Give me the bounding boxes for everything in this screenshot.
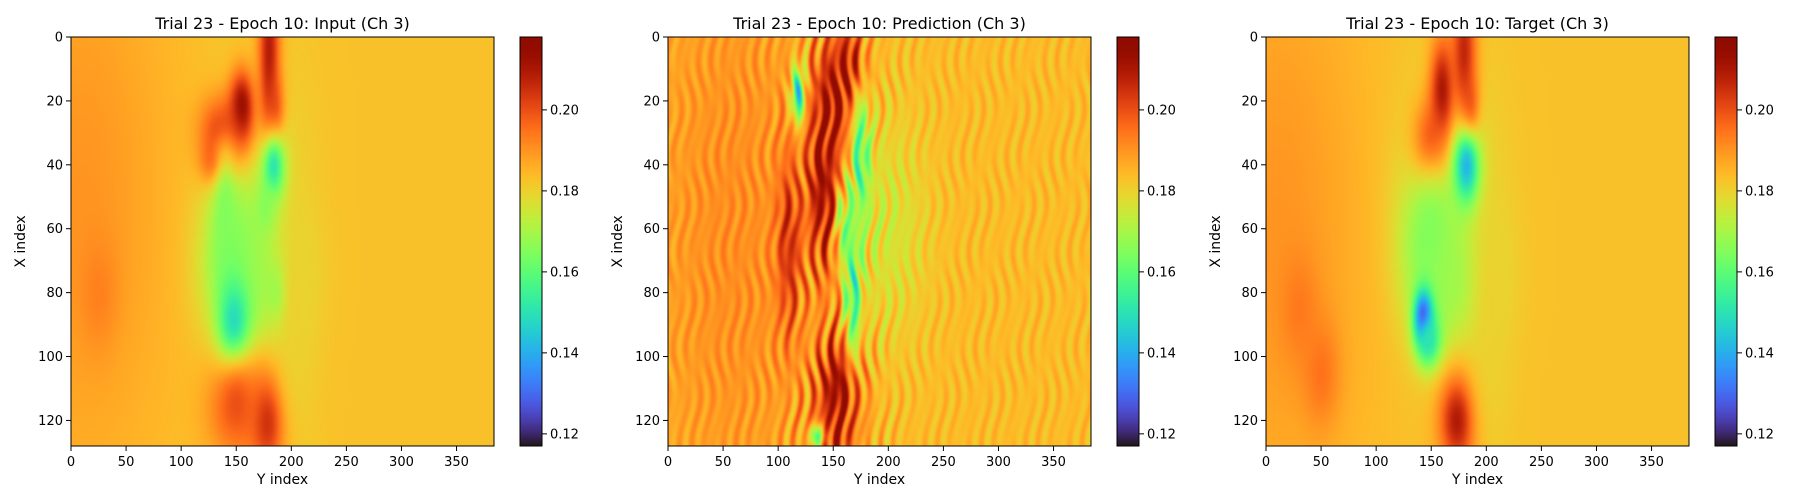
y-tick-label: 40 — [46, 158, 63, 173]
y-tick-label: 80 — [643, 286, 660, 301]
x-axis-ticks: 0 50 100 150 200 250 300 350 — [664, 446, 1066, 470]
x-tick-label: 300 — [986, 455, 1011, 470]
x-tick-label: 0 — [664, 455, 672, 470]
colorbar-tick-label: 0.18 — [550, 184, 579, 199]
x-tick-label: 150 — [224, 455, 249, 470]
colorbar-tick-label: 0.14 — [550, 346, 579, 361]
panel-title: Trial 23 - Epoch 10: Prediction (Ch 3) — [732, 14, 1026, 33]
y-tick-label: 120 — [38, 414, 63, 429]
x-tick-label: 100 — [1364, 455, 1389, 470]
y-tick-label: 20 — [46, 94, 63, 109]
colorbar-ticks: 0.12 0.14 0.16 0.18 0.20 — [1139, 103, 1176, 442]
heatmap-image — [667, 36, 1092, 447]
panel-title: Trial 23 - Epoch 10: Input (Ch 3) — [154, 14, 410, 33]
y-tick-label: 60 — [643, 222, 660, 237]
x-axis-ticks: 0 50 100 150 200 250 300 350 — [1262, 446, 1664, 470]
y-axis-ticks: 0 20 40 60 80 100 120 — [635, 31, 668, 429]
x-tick-label: 250 — [1529, 455, 1554, 470]
colorbar-tick-label: 0.16 — [1147, 265, 1176, 280]
x-axis-label: Y index — [853, 472, 905, 488]
y-tick-label: 120 — [635, 414, 660, 429]
x-tick-label: 50 — [715, 455, 732, 470]
x-tick-label: 250 — [931, 455, 956, 470]
colorbar-tick-label: 0.12 — [1147, 427, 1176, 442]
heatmap-image — [1265, 36, 1690, 447]
y-tick-label: 100 — [38, 350, 63, 365]
y-axis-ticks: 0 20 40 60 80 100 120 — [1233, 31, 1266, 429]
x-tick-label: 350 — [444, 455, 469, 470]
y-tick-label: 80 — [1241, 286, 1258, 301]
x-tick-label: 150 — [821, 455, 846, 470]
y-axis-label: X index — [1208, 215, 1224, 267]
x-tick-label: 200 — [279, 455, 304, 470]
colorbar-tick-label: 0.20 — [1745, 103, 1774, 118]
y-tick-label: 0 — [55, 31, 63, 46]
colorbar-tick-label: 0.20 — [550, 103, 579, 118]
panel-title: Trial 23 - Epoch 10: Target (Ch 3) — [1345, 14, 1609, 33]
x-axis-label: Y index — [256, 472, 308, 488]
panel-prediction: Trial 23 - Epoch 10: Prediction (Ch 3) 0… — [610, 14, 1176, 488]
y-tick-label: 40 — [643, 158, 660, 173]
colorbar-tick-label: 0.18 — [1745, 184, 1774, 199]
y-tick-label: 60 — [1241, 222, 1258, 237]
y-tick-label: 20 — [1241, 94, 1258, 109]
colorbar-ticks: 0.12 0.14 0.16 0.18 0.20 — [542, 103, 579, 442]
colorbar: 0.12 0.14 0.16 0.18 0.20 — [1116, 36, 1176, 447]
colorbar: 0.12 0.14 0.16 0.18 0.20 — [1714, 36, 1774, 447]
colorbar-tick-label: 0.12 — [550, 427, 579, 442]
colorbar-tick-label: 0.18 — [1147, 184, 1176, 199]
y-axis-label: X index — [13, 215, 29, 267]
x-tick-label: 0 — [67, 455, 75, 470]
colorbar-tick-label: 0.16 — [1745, 265, 1774, 280]
x-tick-label: 0 — [1262, 455, 1270, 470]
x-tick-label: 50 — [1313, 455, 1330, 470]
colorbar-tick-label: 0.14 — [1745, 346, 1774, 361]
x-axis-ticks: 0 50 100 150 200 250 300 350 — [67, 446, 469, 470]
y-tick-label: 120 — [1233, 414, 1258, 429]
x-tick-label: 300 — [389, 455, 414, 470]
x-tick-label: 50 — [118, 455, 135, 470]
panel-target: Trial 23 - Epoch 10: Target (Ch 3) 0 50 10… — [1208, 14, 1774, 488]
y-tick-label: 40 — [1241, 158, 1258, 173]
x-tick-label: 100 — [169, 455, 194, 470]
x-tick-label: 100 — [766, 455, 791, 470]
y-axis-label: X index — [610, 215, 626, 267]
colorbar: 0.12 0.14 0.16 0.18 0.20 — [519, 36, 579, 447]
x-tick-label: 250 — [334, 455, 359, 470]
x-tick-label: 350 — [1639, 455, 1664, 470]
x-tick-label: 200 — [1474, 455, 1499, 470]
colorbar-tick-label: 0.12 — [1745, 427, 1774, 442]
y-tick-label: 60 — [46, 222, 63, 237]
colorbar-tick-label: 0.14 — [1147, 346, 1176, 361]
panel-input: Trial 23 - Epoch 10: Input (Ch 3) 0 50 100… — [13, 14, 579, 488]
colorbar-tick-label: 0.20 — [1147, 103, 1176, 118]
x-tick-label: 200 — [876, 455, 901, 470]
y-tick-label: 100 — [635, 350, 660, 365]
y-tick-label: 100 — [1233, 350, 1258, 365]
x-tick-label: 300 — [1584, 455, 1609, 470]
colorbar-ticks: 0.12 0.14 0.16 0.18 0.20 — [1737, 103, 1774, 442]
y-tick-label: 0 — [1250, 31, 1258, 46]
y-axis-ticks: 0 20 40 60 80 100 120 — [38, 31, 71, 429]
heatmap-image — [70, 36, 495, 447]
x-axis-label: Y index — [1451, 472, 1503, 488]
x-tick-label: 150 — [1419, 455, 1444, 470]
colorbar-tick-label: 0.16 — [550, 265, 579, 280]
y-tick-label: 20 — [643, 94, 660, 109]
y-tick-label: 80 — [46, 286, 63, 301]
x-tick-label: 350 — [1041, 455, 1066, 470]
y-tick-label: 0 — [652, 31, 660, 46]
